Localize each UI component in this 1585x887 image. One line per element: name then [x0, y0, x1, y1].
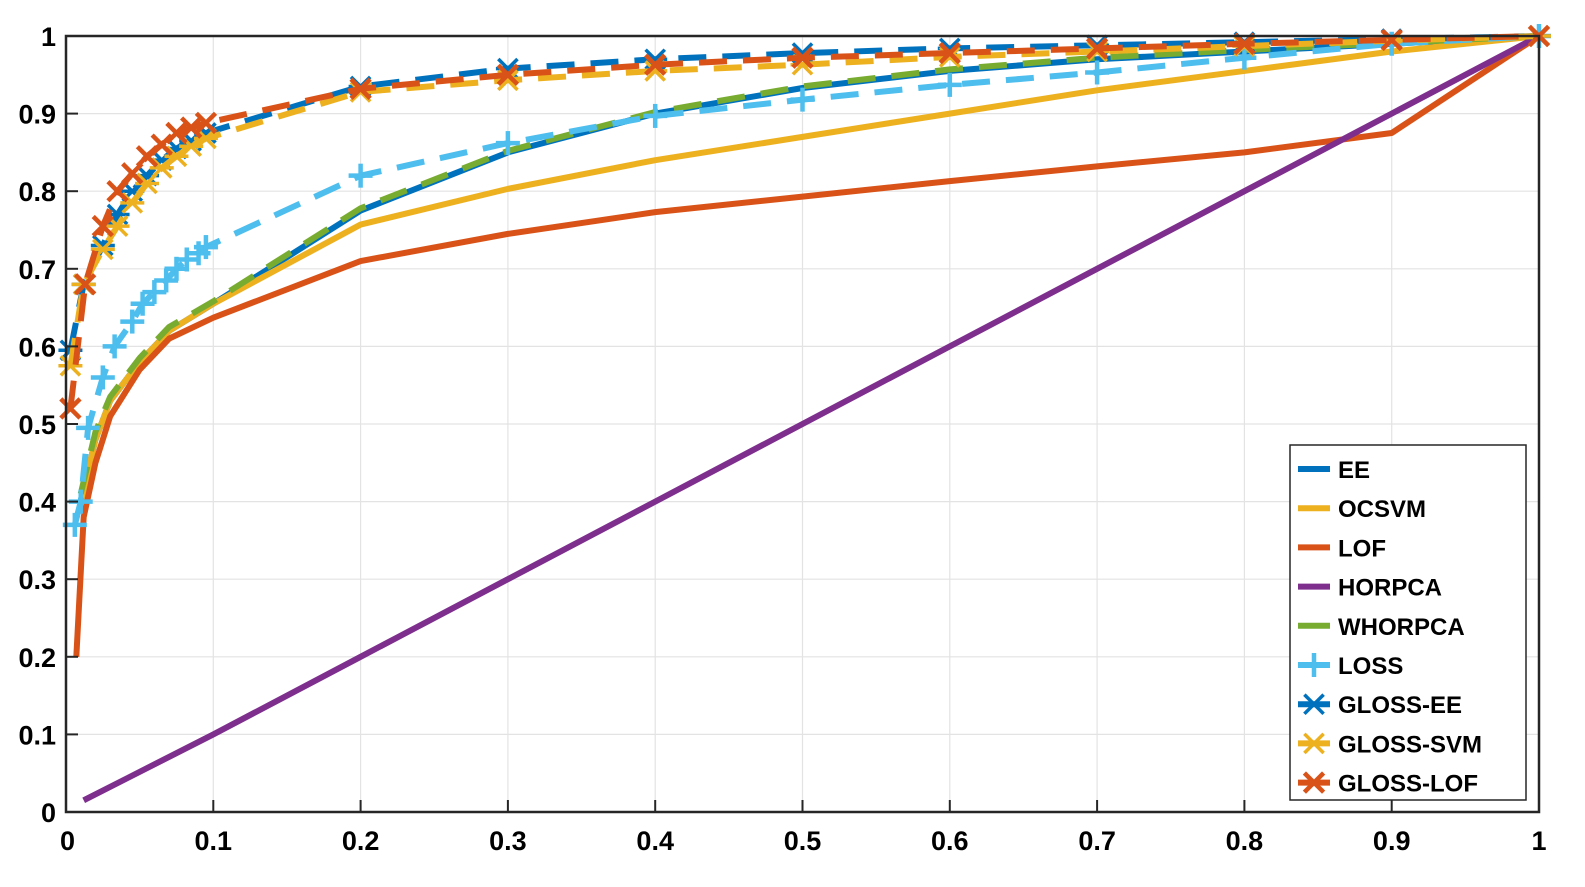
- series-marker-gloss-lof: [791, 46, 814, 69]
- legend-label: LOSS: [1338, 653, 1403, 680]
- series-marker-gloss-lof: [644, 53, 667, 76]
- series-marker-gloss-lof: [349, 77, 372, 100]
- series-marker-gloss-lof: [938, 41, 961, 65]
- series-marker-loss: [790, 87, 815, 112]
- x-tick-label: 0: [60, 826, 75, 856]
- legend-marker-gloss-ee: [1302, 693, 1326, 716]
- legend-label: EE: [1338, 457, 1370, 484]
- tick-labels: 0 0.1 0.2 0.3 0.4 0.5 0.6 0.7 0.8 0.9 1 0 0.1 0.2 0.3 0…: [18, 22, 1546, 856]
- series-marker-loss: [495, 131, 520, 156]
- legend-label: GLOSS-EE: [1338, 692, 1462, 719]
- series-marker-loss: [142, 280, 167, 305]
- x-tick-label: 0.1: [195, 826, 233, 856]
- x-tick-label: 0.7: [1078, 826, 1116, 856]
- x-tick-label: 0.8: [1226, 826, 1264, 856]
- legend-label: HORPCA: [1338, 575, 1442, 602]
- series-marker-loss: [193, 235, 218, 260]
- x-tick-label: 0.4: [636, 826, 674, 856]
- x-tick-label: 1: [1531, 826, 1546, 856]
- x-tick-label: 0.9: [1373, 826, 1411, 856]
- legend: EE OCSVM LOF HORPCA WHORPCA LOSS GLOSS-EE GLOSS…: [1289, 444, 1527, 801]
- series-marker-loss: [154, 268, 179, 293]
- series-marker-gloss-lof: [73, 273, 97, 296]
- series-line-loss: [71, 33, 1540, 526]
- y-tick-label: 0.5: [18, 410, 56, 440]
- series-marker-loss: [120, 309, 145, 334]
- series-marker-gloss-lof: [496, 63, 520, 86]
- y-tick-label: 1: [41, 22, 56, 52]
- series-line-horpca: [82, 33, 1541, 804]
- legend-marker-gloss-svm: [1302, 732, 1326, 755]
- y-tick-label: 0: [41, 798, 56, 828]
- x-tick-label: 0.3: [489, 826, 527, 856]
- series-marker-gloss-lof: [194, 111, 218, 135]
- plot-area: [58, 24, 1551, 804]
- x-tick-label: 0.2: [342, 826, 380, 856]
- series-marker-loss: [1232, 45, 1257, 70]
- x-tick-label: 0.6: [931, 826, 969, 856]
- series-marker-loss: [643, 103, 668, 128]
- x-tick-label: 0.5: [784, 826, 822, 856]
- legend-label: GLOSS-LOF: [1338, 771, 1478, 798]
- y-tick-label: 0.7: [18, 255, 56, 285]
- y-tick-label: 0.8: [18, 177, 56, 207]
- y-tick-label: 0.9: [18, 100, 56, 130]
- series-marker-loss: [90, 365, 115, 390]
- y-tick-label: 0.2: [18, 643, 56, 673]
- legend-label: GLOSS-SVM: [1338, 731, 1482, 758]
- series-marker-loss: [130, 291, 155, 316]
- y-tick-label: 0.3: [18, 565, 56, 595]
- series-marker-loss: [76, 415, 101, 440]
- series-marker-gloss-lof: [106, 180, 129, 203]
- series-marker-loss: [937, 72, 962, 97]
- series-marker-loss: [1085, 60, 1110, 85]
- legend-label: WHORPCA: [1338, 614, 1465, 641]
- legend-marker-gloss-lof: [1302, 771, 1326, 794]
- series-line-lof: [73, 33, 1541, 657]
- series-marker-gloss-lof: [1233, 32, 1256, 55]
- series-marker-loss: [348, 163, 373, 188]
- legend-marker-loss: [1302, 653, 1326, 677]
- series-marker-gloss-lof: [59, 397, 82, 420]
- y-tick-label: 0.1: [18, 720, 56, 750]
- series-marker-gloss-lof: [180, 116, 203, 139]
- series-marker-gloss-lof: [1380, 28, 1403, 52]
- series-marker-gloss-lof: [165, 121, 188, 145]
- series-marker-gloss-lof: [1085, 37, 1109, 60]
- legend-label: OCSVM: [1338, 496, 1426, 523]
- series-marker-gloss-lof: [91, 214, 115, 238]
- series-marker-loss: [102, 334, 127, 359]
- legend-label: LOF: [1338, 535, 1386, 562]
- y-tick-label: 0.4: [18, 488, 56, 518]
- y-tick-label: 0.6: [18, 332, 56, 362]
